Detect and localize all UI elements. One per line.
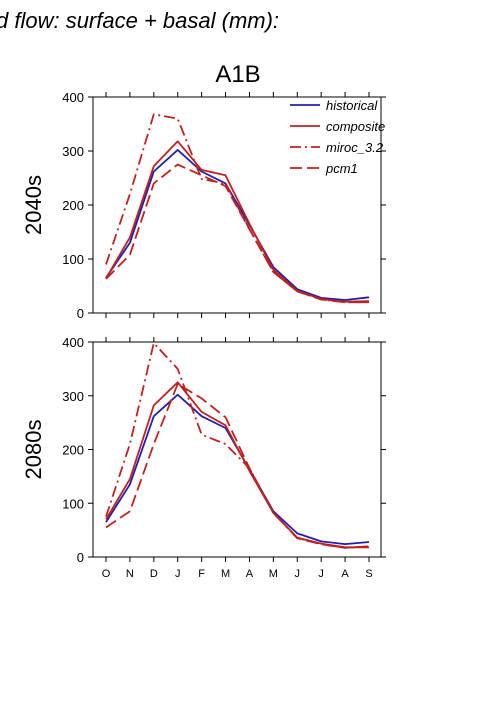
y-tick-label: 100 <box>62 496 84 511</box>
y-tick-label: 0 <box>77 550 84 565</box>
figure-title: d flow: surface + basal (mm): <box>0 8 279 33</box>
legend-label: pcm1 <box>325 161 358 176</box>
y-tick-label: 200 <box>62 443 84 458</box>
y-tick-label: 300 <box>62 389 84 404</box>
legend-label: composite <box>326 119 385 134</box>
x-tick-label: A <box>341 568 349 580</box>
x-tick-label: J <box>295 568 301 580</box>
y-tick-label: 200 <box>62 198 84 213</box>
legend-label: historical <box>326 98 378 113</box>
legend-label: miroc_3.2 <box>326 140 384 155</box>
y-tick-label: 100 <box>62 252 84 267</box>
y-tick-label: 0 <box>77 306 84 321</box>
panel-2080s: 0 100 200 300 400 O N D J F M A M J J A S 2080s <box>21 335 386 580</box>
series-line-pcm1 <box>105 382 370 549</box>
x-tick-label: F <box>198 568 205 580</box>
y-tick-label: 400 <box>62 90 84 105</box>
y-tick-label: 300 <box>62 144 84 159</box>
x-tick-label: D <box>150 568 158 580</box>
panel-label: 2080s <box>21 420 46 480</box>
x-tick-label: J <box>318 568 324 580</box>
panels: 0 100 200 300 400 2040s historical composite mir… <box>21 90 386 580</box>
x-tick-label: J <box>175 568 181 580</box>
x-tick-label: A <box>246 568 254 580</box>
panel-2040s: 0 100 200 300 400 2040s historical composite mir… <box>21 90 386 321</box>
series-line-historical <box>105 148 370 301</box>
y-tick-label: 400 <box>62 335 84 350</box>
panel-label: 2040s <box>21 175 46 235</box>
x-tick-label: M <box>269 568 278 580</box>
series-line-composite <box>105 381 369 549</box>
x-tick-label: M <box>221 568 230 580</box>
x-tick-label: N <box>126 568 134 580</box>
x-tick-label: S <box>365 568 372 580</box>
series-line-pcm1 <box>105 163 369 304</box>
figure-subtitle: A1B <box>215 61 260 88</box>
series-line-miroc-3-2 <box>105 342 370 549</box>
legend: historical composite miroc_3.2 pcm1 <box>290 98 385 176</box>
x-tick-label: O <box>102 568 111 580</box>
